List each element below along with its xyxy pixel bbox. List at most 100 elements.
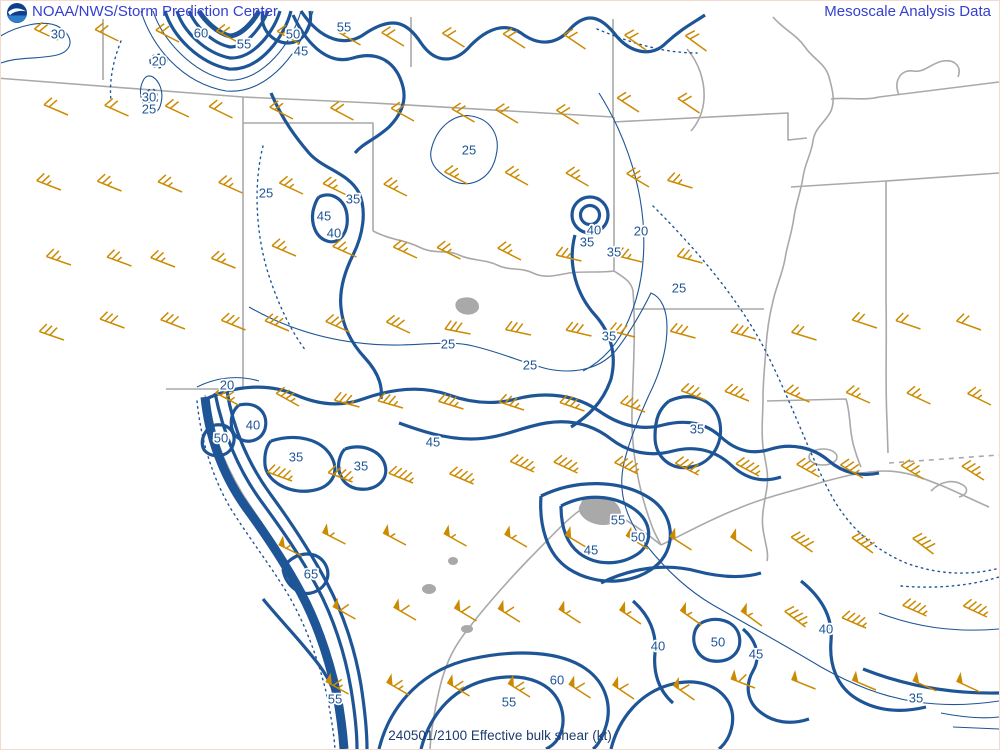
contour-label: 65 [304, 567, 318, 582]
wind-barb [900, 459, 924, 480]
wind-barb [393, 598, 417, 621]
wind-barb [626, 167, 650, 188]
contour-label: 40 [587, 223, 601, 238]
contour-label: 20 [220, 378, 234, 393]
wind-barb [322, 176, 347, 196]
wind-barb [388, 465, 414, 484]
wind-barb [498, 393, 525, 411]
wind-barb [502, 27, 526, 49]
wind-barb [851, 311, 878, 329]
wind-barb [912, 671, 937, 692]
contour-label: 35 [354, 459, 368, 474]
wind-barb [45, 248, 72, 266]
city-areas [422, 297, 622, 633]
wind-barb [685, 30, 707, 52]
wind-barb [504, 320, 532, 336]
contour-label: 50 [711, 635, 725, 650]
wind-barb [956, 671, 981, 693]
wind-barb [438, 393, 464, 410]
wind-barb [333, 391, 360, 408]
wind-barb [620, 395, 646, 413]
product-title: Mesoscale Analysis Data [824, 3, 991, 20]
wind-barb [446, 674, 470, 697]
wind-barb [43, 97, 69, 116]
wind-barb [278, 175, 304, 195]
wind-barb [667, 172, 693, 189]
wind-barb [104, 98, 129, 117]
wind-barb [553, 454, 579, 474]
wind-barb [337, 25, 361, 46]
wind-barb [740, 602, 763, 627]
contour-lines-thick [163, 10, 999, 749]
wind-barb [565, 321, 592, 337]
wind-barb [275, 386, 300, 407]
wind-barb [509, 454, 536, 473]
wind-barb [220, 312, 246, 331]
wind-barb [565, 166, 589, 187]
contour-label: 50 [286, 27, 300, 42]
wind-barb [160, 311, 186, 330]
contour-label: 20 [634, 224, 648, 239]
wind-barb [961, 459, 985, 481]
wind-barb [784, 605, 808, 628]
contour-label: 25 [259, 186, 273, 201]
wind-barb [327, 464, 354, 483]
wind-barb [278, 535, 303, 557]
wind-barb [381, 26, 405, 47]
wind-barb [559, 394, 585, 412]
wind-barb [150, 249, 176, 268]
wind-barb [382, 523, 407, 546]
wind-barb [276, 24, 301, 45]
contour-label: 45 [294, 44, 308, 59]
wind-barb [563, 28, 586, 50]
wind-barb [215, 385, 239, 406]
wind-barb [555, 246, 582, 262]
wind-barb [785, 384, 810, 403]
wind-barb [164, 98, 190, 118]
wind-barb [619, 601, 642, 625]
wind-barb [956, 313, 982, 331]
wind-barb [451, 102, 475, 123]
wind-barb [616, 247, 643, 263]
wind-barb [556, 103, 579, 125]
contour-label: 50 [631, 530, 645, 545]
wind-barb [724, 383, 750, 402]
wind-barb [796, 457, 820, 478]
wind-barb [790, 531, 815, 553]
wind-barb [449, 466, 475, 485]
wind-barb [442, 26, 465, 48]
wind-barb [325, 672, 349, 695]
contour-label: 45 [749, 647, 763, 662]
contour-label: 35 [580, 235, 594, 250]
contour-label: 60 [194, 26, 208, 41]
contour-label: 40 [327, 226, 341, 241]
wind-barb [497, 599, 521, 623]
contour-label: 35 [346, 192, 360, 207]
wind-barb [332, 239, 357, 258]
wind-barb [669, 527, 692, 551]
wind-barb [267, 464, 293, 482]
wind-barb [271, 238, 297, 257]
wind-barb [210, 250, 236, 269]
wind-barb [676, 247, 703, 264]
wind-barb [321, 523, 346, 545]
state-borders [1, 16, 999, 749]
wind-barb [568, 675, 591, 699]
wind-barb [94, 22, 119, 42]
contour-label: 35 [289, 450, 303, 465]
wind-barb [625, 526, 649, 550]
wind-barb [218, 175, 243, 194]
wind-barb [504, 165, 529, 186]
wind-barb [497, 241, 522, 261]
contour-label: 35 [607, 245, 621, 260]
wind-barb [840, 458, 864, 479]
map-caption: 240501/2100 Effective bulk shear (kt) [388, 728, 612, 743]
wind-barb [677, 92, 700, 114]
contour-label: 35 [602, 329, 616, 344]
wind-barb-layer [33, 21, 992, 701]
contour-label: 35 [690, 422, 704, 437]
contour-label: 25 [523, 358, 537, 373]
wind-barb [269, 100, 294, 120]
